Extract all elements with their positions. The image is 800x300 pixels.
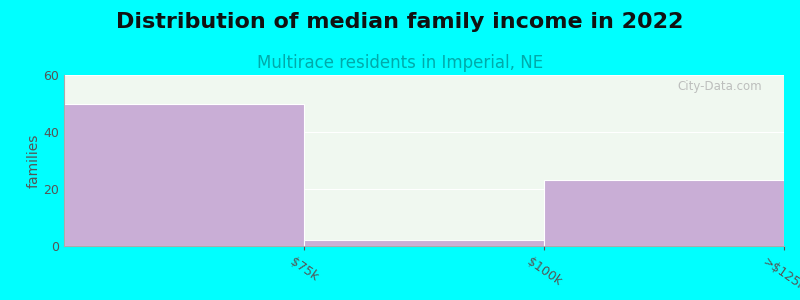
Text: Distribution of median family income in 2022: Distribution of median family income in … (116, 12, 684, 32)
Text: Multirace residents in Imperial, NE: Multirace residents in Imperial, NE (257, 54, 543, 72)
Text: City-Data.com: City-Data.com (678, 80, 762, 93)
Bar (64, 103, 304, 246)
Bar (544, 181, 784, 246)
Bar (304, 240, 544, 246)
Y-axis label: families: families (26, 133, 41, 188)
